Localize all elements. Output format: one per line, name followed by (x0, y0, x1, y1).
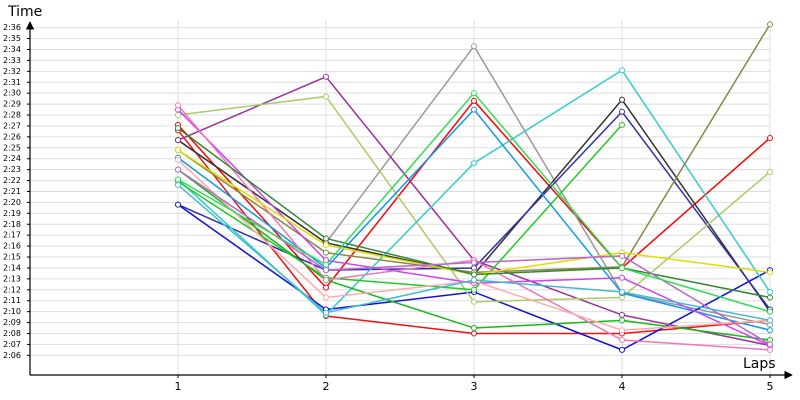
data-point (767, 317, 773, 324)
data-point (471, 325, 477, 332)
data-point (323, 73, 329, 80)
data-point (619, 274, 625, 281)
data-point (471, 43, 477, 50)
y-tick-label: 2:14 (3, 263, 21, 272)
data-point (767, 327, 773, 334)
y-tick-label: 2:15 (3, 253, 21, 262)
data-point (323, 261, 329, 268)
data-point (471, 90, 477, 97)
y-tick-label: 2:35 (3, 34, 21, 43)
data-point (175, 156, 181, 163)
x-tick-label: 5 (767, 380, 774, 393)
data-point (619, 337, 625, 344)
y-tick-label: 2:27 (3, 121, 21, 130)
y-axis-label: Time (7, 4, 42, 20)
y-tick-label: 2:12 (3, 285, 21, 294)
y-tick-label: 2:23 (3, 165, 21, 174)
data-point (323, 93, 329, 100)
y-tick-label: 2:13 (3, 274, 21, 283)
grid (30, 20, 771, 375)
data-point (323, 235, 329, 242)
data-point (175, 137, 181, 144)
x-tick-label: 2 (323, 380, 330, 393)
data-point (619, 264, 625, 271)
series-layer (175, 21, 773, 353)
x-tick-label: 1 (175, 380, 182, 393)
data-point (619, 288, 625, 295)
x-tick-label: 3 (471, 380, 478, 393)
data-point (175, 125, 181, 132)
data-point (471, 330, 477, 337)
data-point (323, 267, 329, 274)
y-tick-label: 2:24 (3, 154, 21, 163)
series-line (177, 124, 623, 291)
x-tick-label: 4 (619, 380, 626, 393)
data-point (175, 201, 181, 208)
data-point (175, 146, 181, 153)
data-point (767, 288, 773, 295)
y-tick-label: 2:31 (3, 78, 21, 87)
y-tick-label: 2:19 (3, 209, 21, 218)
data-point (767, 294, 773, 301)
data-point (619, 108, 625, 115)
data-point (767, 341, 773, 348)
y-tick-label: 2:21 (3, 187, 21, 196)
data-point (323, 242, 329, 249)
data-point (175, 181, 181, 188)
data-point (767, 134, 773, 141)
data-point (767, 346, 773, 353)
y-tick-label: 2:16 (3, 242, 21, 251)
data-point (471, 106, 477, 113)
data-point (471, 97, 477, 104)
data-point (767, 21, 773, 28)
data-point (471, 271, 477, 278)
data-point (471, 276, 477, 283)
data-point (619, 327, 625, 334)
y-tick-label: 2:18 (3, 220, 21, 229)
data-point (471, 298, 477, 305)
y-tick-label: 2:34 (3, 45, 21, 54)
y-tick-label: 2:07 (3, 340, 21, 349)
data-point (175, 112, 181, 119)
data-point (619, 252, 625, 259)
data-point (767, 308, 773, 315)
y-tick-label: 2:25 (3, 143, 21, 152)
y-tick-label: 2:11 (3, 296, 21, 305)
data-point (619, 96, 625, 103)
data-point (175, 166, 181, 173)
data-point (175, 102, 181, 109)
y-tick-label: 2:33 (3, 56, 21, 65)
y-tick-label: 2:09 (3, 318, 21, 327)
y-tick-label: 2:26 (3, 132, 21, 141)
y-tick-label: 2:06 (3, 351, 21, 360)
data-point (323, 294, 329, 301)
y-tick-label: 2:22 (3, 176, 21, 185)
data-point (323, 276, 329, 283)
y-tick-label: 2:08 (3, 329, 21, 338)
data-point (175, 176, 181, 183)
data-point (619, 346, 625, 353)
data-point (323, 249, 329, 256)
y-tick-label: 2:29 (3, 100, 21, 109)
y-tick-label: 2:28 (3, 111, 21, 120)
y-tick-label: 2:20 (3, 198, 21, 207)
data-point (323, 284, 329, 291)
y-tick-label: 2:17 (3, 231, 21, 240)
y-tick-label: 2:10 (3, 307, 21, 316)
data-point (767, 269, 773, 276)
data-point (619, 311, 625, 318)
data-point (471, 286, 477, 293)
y-tick-label: 2:32 (3, 67, 21, 76)
data-point (323, 309, 329, 316)
data-point (619, 121, 625, 128)
data-point (471, 259, 477, 266)
y-tick-label: 2:36 (3, 23, 21, 32)
data-point (767, 168, 773, 175)
data-point (619, 317, 625, 324)
data-point (619, 67, 625, 74)
x-axis-label: Laps (743, 356, 776, 372)
data-point (471, 160, 477, 167)
y-tick-label: 2:30 (3, 89, 21, 98)
